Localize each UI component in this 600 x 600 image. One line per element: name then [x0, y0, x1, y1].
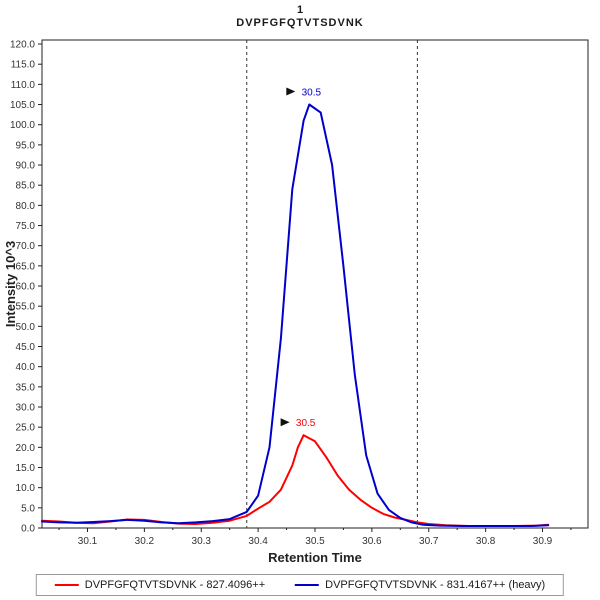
y-tick-label: 5.0: [21, 503, 35, 514]
legend: DVPFGFQTVTSDVNK - 827.4096++ DVPFGFQTVTS…: [35, 574, 565, 596]
legend-label-heavy: DVPFGFQTVTSDVNK - 831.4167++ (heavy): [325, 579, 546, 591]
chart-title-peptide: DVPFGFQTVTSDVNK: [236, 17, 364, 29]
chromatogram-trace-heavy[interactable]: [41, 103, 550, 527]
y-tick-label: 100.0: [10, 120, 35, 131]
peak-pointer-icon: [280, 418, 290, 427]
y-tick-label: 95.0: [16, 140, 36, 151]
x-tick-label: 30.3: [192, 536, 212, 547]
x-tick-label: 30.4: [248, 536, 268, 547]
chart-title: 1 DVPFGFQTVTSDVNK: [0, 4, 600, 30]
peak-time-label: 30.5: [302, 88, 322, 99]
plot-border: [41, 39, 589, 529]
chromatogram-plot[interactable]: 0.0 5.0 10.0 15.0 20.0 25.0 30.0 35.0 40.0 45.0 50…: [0, 30, 600, 572]
y-tick-label: 50.0: [16, 322, 36, 333]
y-tick-label: 25.0: [16, 423, 36, 434]
legend-line-heavy-icon: [295, 584, 320, 586]
x-tick-label: 30.6: [362, 536, 382, 547]
peak-pointer-icon: [286, 87, 296, 96]
y-tick-label: 105.0: [10, 100, 35, 111]
y-tick-label: 20.0: [16, 443, 36, 454]
y-tick-label: 40.0: [16, 362, 36, 373]
y-tick-label: 85.0: [16, 181, 36, 192]
y-tick-label: 30.0: [16, 403, 36, 414]
y-tick-label: 15.0: [16, 463, 36, 474]
x-tick-label: 30.5: [305, 536, 325, 547]
legend-item-heavy-trace: DVPFGFQTVTSDVNK - 831.4167++ (heavy): [295, 579, 545, 591]
x-tick-label: 30.7: [419, 536, 439, 547]
x-tick-label: 30.2: [135, 536, 155, 547]
y-tick-label: 110.0: [11, 80, 36, 91]
y-tick-label: 70.0: [16, 241, 36, 252]
legend-label-light: DVPFGFQTVTSDVNK - 827.4096++: [84, 579, 266, 591]
y-tick-label: 55.0: [16, 302, 36, 313]
y-tick-label: 65.0: [16, 261, 36, 272]
y-tick-label: 35.0: [16, 382, 36, 393]
y-tick-label: 90.0: [16, 161, 36, 172]
y-axis-label: Intensity 10^3: [3, 241, 18, 327]
y-tick-label: 120.0: [10, 40, 35, 51]
y-tick-label: 115.0: [11, 60, 36, 71]
x-tick-label: 30.8: [476, 536, 496, 547]
chart-title-replicate: 1: [296, 4, 304, 16]
x-axis-label: Retention Time: [268, 550, 362, 565]
y-tick-label: 0.0: [21, 524, 35, 535]
y-tick-label: 10.0: [16, 483, 36, 494]
y-tick-label: 80.0: [16, 201, 36, 212]
legend-line-light-icon: [54, 584, 79, 586]
peak-time-label: 30.5: [296, 418, 316, 429]
y-tick-label: 60.0: [16, 282, 36, 293]
legend-item-light-trace: DVPFGFQTVTSDVNK - 827.4096++: [54, 579, 266, 591]
x-tick-label: 30.9: [533, 536, 553, 547]
y-tick-label: 75.0: [16, 221, 36, 232]
y-tick-label: 45.0: [16, 342, 36, 353]
x-tick-label: 30.1: [78, 536, 98, 547]
